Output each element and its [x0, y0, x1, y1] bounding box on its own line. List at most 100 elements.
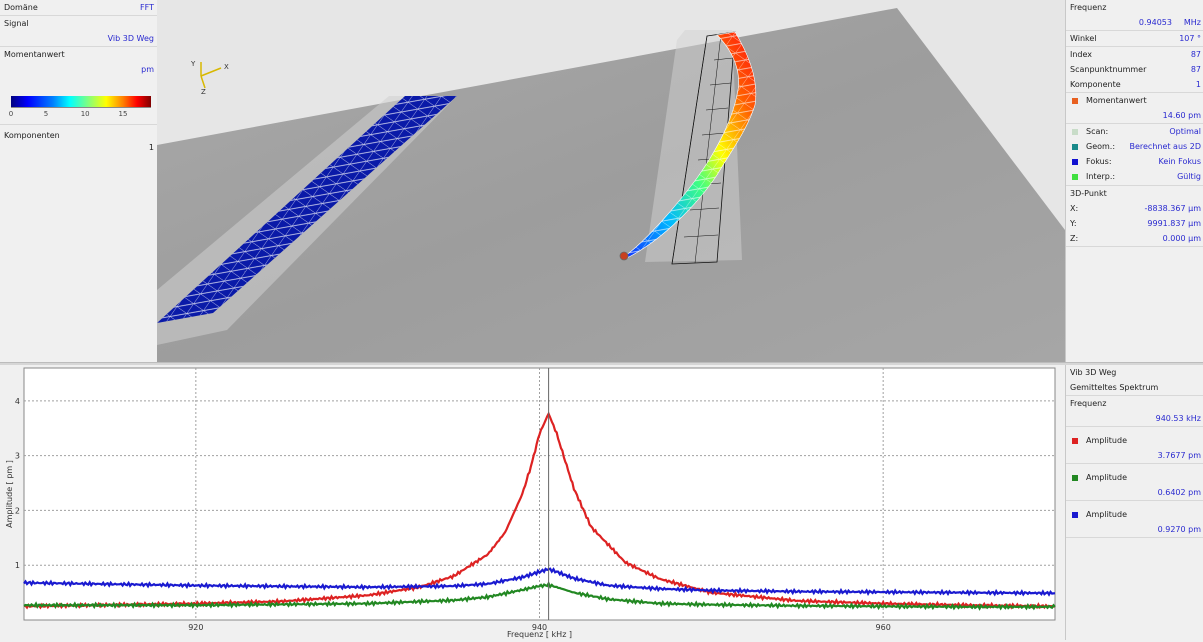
coord-y-label: Y:: [1070, 219, 1077, 228]
legend-frequenz-value-row: 940.53 kHz: [1066, 411, 1203, 427]
legend-amplitude-value-row: 0.9270 pm: [1066, 522, 1203, 538]
legend-signal-row: Vib 3D Weg: [1066, 365, 1203, 380]
legend-amplitude-label: Amplitude: [1086, 473, 1127, 482]
status-geom-swatch: [1072, 143, 1078, 150]
frequenz-label: Frequenz: [1070, 3, 1107, 12]
status-scan-value: Optimal: [1169, 127, 1201, 136]
frequenz-value: 0.94053: [1138, 18, 1172, 27]
status-interp-label: Interp.:: [1086, 172, 1116, 181]
legend-amplitude-value-row: 0.6402 pm: [1066, 485, 1203, 501]
colorbar-tick: 0: [8, 110, 14, 118]
momentanwert-label: Momentanwert: [4, 50, 65, 59]
colorbar-tick: 15: [118, 110, 128, 118]
domain-value: FFT: [140, 3, 154, 12]
signal-value-row[interactable]: Vib 3D Weg: [0, 31, 157, 47]
ticks: 920 940 960 1 2 3 4: [15, 397, 891, 632]
status-scan-label: Scan:: [1086, 127, 1109, 136]
legend-green-swatch: [1072, 474, 1078, 481]
series-layer: [23, 411, 1056, 611]
series-line: [23, 411, 1056, 610]
coord-x-label: X:: [1070, 204, 1079, 213]
scanpunkt-row: Scanpunktnummer 87: [1066, 62, 1203, 77]
status-fokus-value: Kein Fokus: [1158, 157, 1201, 166]
grid: [24, 368, 1055, 620]
legend-frequenz-value: 940.53 kHz: [1155, 414, 1201, 423]
coord-row: Z: 0.000 µm: [1066, 231, 1203, 247]
legend-red-swatch: [1072, 437, 1078, 444]
legend-amplitude-value-row: 3.7677 pm: [1066, 448, 1203, 464]
coord-z-label: Z:: [1070, 234, 1079, 243]
domain-row[interactable]: Domäne FFT: [0, 0, 157, 16]
frequenz-value-row[interactable]: 0.94053 MHz: [1066, 15, 1203, 31]
momentanwert-row: Momentanwert: [1066, 93, 1203, 108]
coord-y-value: 9991.837 µm: [1147, 219, 1201, 228]
status-fokus-label: Fokus:: [1086, 157, 1112, 166]
colorbar: [11, 96, 151, 107]
signal-row: Signal: [0, 16, 157, 31]
legend-amplitude-value: 0.6402 pm: [1157, 488, 1201, 497]
axis-y-label: Y: [190, 60, 196, 68]
chart-legend-panel: Vib 3D Weg Gemitteltes Spektrum Frequenz…: [1065, 365, 1203, 640]
status-row: Scan: Optimal: [1066, 124, 1203, 139]
legend-mode-row: Gemitteltes Spektrum: [1066, 380, 1203, 396]
index-value: 87: [1190, 50, 1201, 59]
index-label: Index: [1070, 50, 1093, 59]
colorbar-tick: 5: [43, 110, 49, 118]
momentanwert-label: Momentanwert: [1086, 96, 1147, 105]
status-row: Geom.: Berechnet aus 2D: [1066, 139, 1203, 154]
coord-x-value: -8838.367 µm: [1144, 204, 1201, 213]
legend-frequenz-row: Frequenz: [1066, 396, 1203, 411]
spectrum-chart[interactable]: 920 940 960 1 2 3 4 Frequenz [ kHz ] Amplitude…: [0, 365, 1065, 640]
3d-scene[interactable]: X Y Z: [157, 0, 1065, 362]
x-axis-label: Frequenz [ kHz ]: [507, 630, 572, 639]
point-label: 3D-Punkt: [1070, 189, 1107, 198]
3d-viewport[interactable]: X Y Z: [157, 0, 1065, 362]
colorbar-axis: [11, 107, 151, 108]
legend-amplitude-row[interactable]: Amplitude: [1066, 433, 1203, 448]
status-interp-swatch: [1072, 173, 1078, 180]
unit-row: pm: [0, 62, 157, 77]
y-axis-label: Amplitude [ pm ]: [5, 460, 14, 528]
komponenten-row: Komponenten: [0, 128, 157, 143]
status-fokus-swatch: [1072, 158, 1078, 165]
strip-shadow: [645, 30, 742, 262]
left-strip-grid: [157, 96, 457, 323]
y-tick-label: 4: [15, 397, 20, 406]
left-info-panel: Domäne FFT Signal Vib 3D Weg Momentanwer…: [0, 0, 158, 362]
momentanwert-value-row: 14.60 pm: [1066, 108, 1203, 124]
legend-amplitude-value: 0.9270 pm: [1157, 525, 1201, 534]
winkel-label: Winkel: [1070, 34, 1097, 43]
ground-plane: [157, 8, 1065, 362]
axis-gizmo: [200, 62, 222, 89]
coord-row: Y: 9991.837 µm: [1066, 216, 1203, 231]
legend-mode: Gemitteltes Spektrum: [1070, 383, 1159, 392]
coord-z-value: 0.000 µm: [1162, 234, 1201, 243]
frequenz-row: Frequenz: [1066, 0, 1203, 15]
colorbar-ticks: 0 5 10 15: [8, 108, 151, 120]
komponenten-value: 1: [148, 143, 154, 152]
series-line: [23, 567, 1056, 597]
legend-amplitude-row[interactable]: Amplitude: [1066, 507, 1203, 522]
status-row: Fokus: Kein Fokus: [1066, 154, 1203, 169]
point-row: 3D-Punkt: [1066, 186, 1203, 201]
komponenten-value-row: 1: [0, 140, 157, 155]
splitter[interactable]: [0, 362, 1203, 366]
right-info-panel: Frequenz 0.94053 MHz Winkel 107 ° Index …: [1065, 0, 1203, 362]
legend-signal: Vib 3D Weg: [1070, 368, 1117, 377]
status-group: Scan: Optimal Geom.: Berechnet aus 2D Fo…: [1066, 124, 1203, 186]
winkel-row[interactable]: Winkel 107 °: [1066, 31, 1203, 47]
spectrum-chart-area[interactable]: 920 940 960 1 2 3 4 Frequenz [ kHz ] Amplitude…: [0, 365, 1065, 640]
legend-amplitude-label: Amplitude: [1086, 510, 1127, 519]
selected-point-marker: [619, 251, 629, 261]
scanpunkt-value: 87: [1190, 65, 1201, 74]
index-row: Index 87: [1066, 47, 1203, 62]
colorbar-unit: pm: [141, 65, 154, 74]
legend-blue-swatch: [1072, 511, 1078, 518]
legend-frequenz-label: Frequenz: [1070, 399, 1107, 408]
coord-row: X: -8838.367 µm: [1066, 201, 1203, 216]
axis-x-label: X: [224, 63, 229, 71]
status-geom-value: Berechnet aus 2D: [1129, 142, 1201, 151]
x-tick-label: 920: [188, 623, 203, 632]
status-row: Interp.: Gültig: [1066, 169, 1203, 184]
legend-amplitude-row[interactable]: Amplitude: [1066, 470, 1203, 485]
